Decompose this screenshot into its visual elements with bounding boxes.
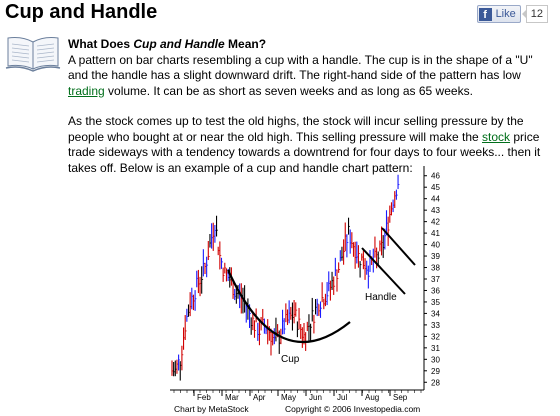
cup-label: Cup (281, 354, 300, 365)
y-tick-label: 34 (431, 309, 440, 318)
x-tick-label: May (281, 393, 296, 402)
y-tick-label: 30 (431, 355, 440, 364)
like-label: Like (495, 8, 516, 20)
handle-upper-line (381, 227, 416, 266)
open-book-icon (5, 37, 61, 72)
facebook-like-widget: f Like 12 (476, 5, 548, 23)
section-heading: What Does Cup and Handle Mean? (68, 37, 267, 51)
definition-paragraph: A pattern on bar charts resembling a cup… (68, 52, 533, 98)
y-tick-label: 41 (431, 229, 440, 238)
x-tick-label: Sep (393, 393, 408, 402)
y-tick-label: 40 (431, 241, 440, 250)
y-tick-label: 39 (431, 252, 440, 261)
handle-lower-line (361, 247, 406, 295)
y-tick-label: 31 (431, 344, 440, 353)
x-tick-label: Jun (309, 393, 322, 402)
y-tick-label: 36 (431, 286, 440, 295)
explanation-paragraph: As the stock comes up to test the old hi… (68, 114, 541, 175)
y-tick-label: 44 (431, 195, 440, 204)
trading-link[interactable]: trading (68, 83, 105, 98)
y-tick-label: 46 (431, 172, 440, 181)
y-tick-label: 33 (431, 321, 440, 330)
y-tick-label: 32 (431, 332, 440, 341)
cup-and-handle-chart: 28 29 30 31 32 33 34 35 36 37 38 39 40 41 42 43 44 45 46 Fe… (170, 166, 440, 414)
page-title: Cup and Handle (5, 1, 158, 23)
y-tick-label: 29 (431, 367, 440, 376)
chart-copyright: Copyright © 2006 Investopedia.com (285, 404, 420, 414)
x-tick-label: Aug (365, 393, 379, 402)
like-count: 12 (521, 5, 548, 23)
y-tick-label: 37 (431, 275, 440, 284)
x-tick-label: Mar (225, 393, 239, 402)
y-tick-label: 42 (431, 218, 440, 227)
price-bars (171, 174, 400, 381)
x-tick-label: Jul (337, 393, 347, 402)
like-button[interactable]: f Like (476, 5, 521, 23)
x-tick-label: Apr (253, 393, 266, 402)
x-tick-label: Feb (197, 393, 211, 402)
y-tick-label: 28 (431, 378, 440, 387)
y-tick-label: 38 (431, 264, 440, 273)
chart-axes: 28 29 30 31 32 33 34 35 36 37 38 39 40 41 42 43 44 45 46 Fe… (170, 166, 440, 402)
chart-annotations: Cup Handle (226, 227, 416, 365)
chart-credit: Chart by MetaStock (174, 404, 249, 414)
facebook-f-icon: f (478, 7, 492, 21)
definition-section: What Does Cup and Handle Mean? A pattern… (68, 37, 548, 176)
y-tick-label: 45 (431, 183, 440, 192)
handle-label: Handle (365, 292, 397, 303)
cup-curve (226, 269, 351, 344)
y-tick-label: 43 (431, 206, 440, 215)
y-tick-label: 35 (431, 298, 440, 307)
stock-link[interactable]: stock (482, 129, 511, 144)
